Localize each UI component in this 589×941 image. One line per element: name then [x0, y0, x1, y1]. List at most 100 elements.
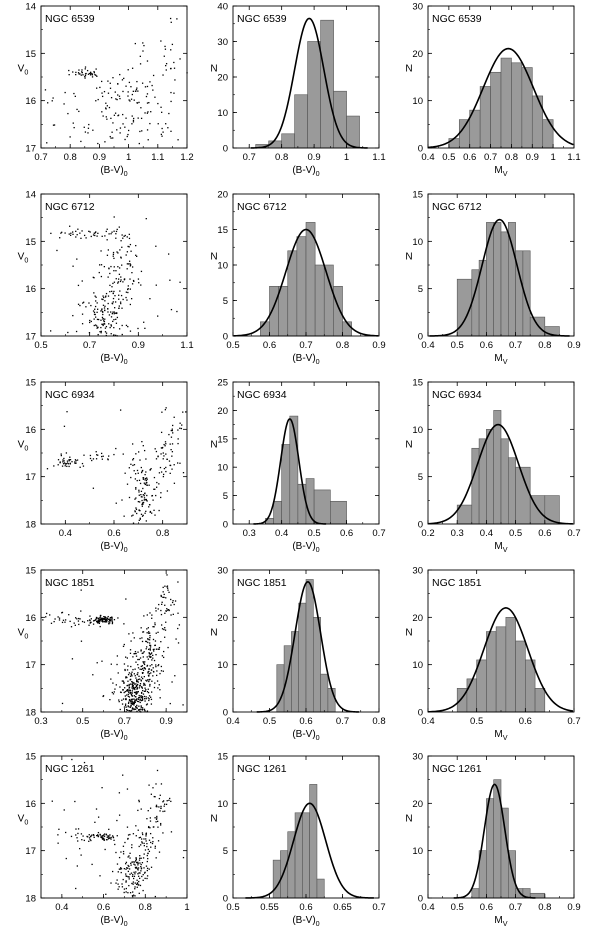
- star-point: [160, 641, 162, 643]
- star-point: [143, 44, 145, 47]
- star-point: [153, 659, 156, 662]
- star-point: [111, 312, 114, 315]
- star-point: [97, 98, 99, 101]
- star-point: [65, 831, 67, 834]
- star-point: [121, 79, 124, 81]
- star-point: [97, 619, 100, 621]
- star-point: [126, 263, 129, 265]
- star-point: [164, 604, 166, 606]
- star-point: [157, 664, 160, 666]
- star-point: [52, 124, 55, 126]
- star-point: [138, 800, 140, 803]
- star-point: [138, 282, 140, 284]
- star-point: [119, 73, 121, 76]
- star-point: [68, 74, 70, 76]
- star-point: [95, 808, 98, 810]
- star-point: [152, 89, 154, 91]
- star-point: [59, 462, 61, 464]
- star-point: [102, 318, 104, 320]
- panel-title: NGC 6934: [432, 389, 482, 401]
- star-point: [165, 407, 167, 409]
- star-point: [131, 709, 133, 712]
- star-point: [179, 427, 181, 429]
- star-point: [141, 862, 144, 864]
- star-point: [132, 894, 135, 896]
- star-point: [130, 862, 132, 864]
- star-point: [134, 473, 137, 475]
- star-point: [99, 625, 101, 628]
- star-point: [159, 466, 162, 469]
- star-point: [137, 117, 139, 119]
- star-point: [171, 455, 173, 457]
- star-point: [138, 501, 141, 503]
- star-point: [143, 842, 145, 845]
- x-ticks: 0.7 0.8 0.9 1 1.1 1.2: [34, 6, 194, 163]
- star-point: [91, 74, 94, 76]
- x-tick-label: 0.4: [421, 902, 434, 913]
- star-point: [81, 323, 84, 325]
- star-point: [81, 839, 83, 841]
- star-point: [118, 868, 121, 870]
- star-point: [94, 234, 96, 237]
- star-point: [107, 458, 109, 460]
- star-point: [131, 694, 133, 696]
- star-point: [124, 234, 126, 237]
- star-point: [116, 312, 118, 314]
- star-point: [132, 833, 135, 835]
- star-point: [125, 873, 127, 875]
- y-tick-label: 30: [217, 566, 228, 577]
- y-axis-label: N: [405, 251, 412, 262]
- star-point: [95, 74, 97, 77]
- star-point: [80, 854, 82, 856]
- star-point: [130, 683, 132, 685]
- star-point: [102, 695, 104, 698]
- star-point: [97, 232, 99, 235]
- star-point: [131, 687, 133, 689]
- hist-bar: [531, 95, 544, 149]
- star-point: [129, 710, 131, 712]
- star-point: [170, 21, 172, 23]
- star-point: [61, 611, 64, 614]
- star-point: [145, 704, 148, 706]
- star-point: [138, 705, 140, 707]
- star-point: [59, 461, 61, 463]
- star-point: [137, 278, 140, 280]
- star-point: [137, 500, 140, 503]
- star-point: [130, 250, 132, 252]
- star-point: [134, 511, 136, 513]
- star-point: [142, 503, 144, 505]
- star-point: [132, 668, 134, 671]
- star-point: [143, 497, 146, 499]
- star-point: [148, 695, 151, 697]
- x-axis-label: (B-V)0: [100, 915, 127, 928]
- star-point: [118, 814, 121, 816]
- star-point: [127, 91, 129, 93]
- star-point: [123, 663, 126, 665]
- star-point: [164, 445, 166, 447]
- star-point: [136, 255, 138, 258]
- star-point: [58, 828, 60, 830]
- star-point: [94, 619, 97, 621]
- y-tick-label: 17: [25, 846, 36, 857]
- star-point: [121, 333, 123, 336]
- star-point: [132, 877, 135, 880]
- star-point: [59, 237, 61, 239]
- star-point: [169, 797, 171, 800]
- star-point: [90, 618, 92, 620]
- star-point: [158, 472, 161, 474]
- y-tick-label: 16: [25, 284, 36, 295]
- hist-bar: [471, 888, 480, 899]
- star-point: [109, 82, 111, 84]
- star-point: [96, 327, 98, 329]
- star-point: [140, 649, 142, 651]
- x-axis-label: MV: [494, 541, 507, 554]
- y-tick-label: 10: [412, 96, 423, 107]
- y-tick-label: 16: [25, 799, 36, 810]
- star-point: [137, 90, 139, 92]
- star-point: [107, 459, 109, 461]
- star-point: [129, 857, 131, 859]
- star-point: [138, 892, 140, 895]
